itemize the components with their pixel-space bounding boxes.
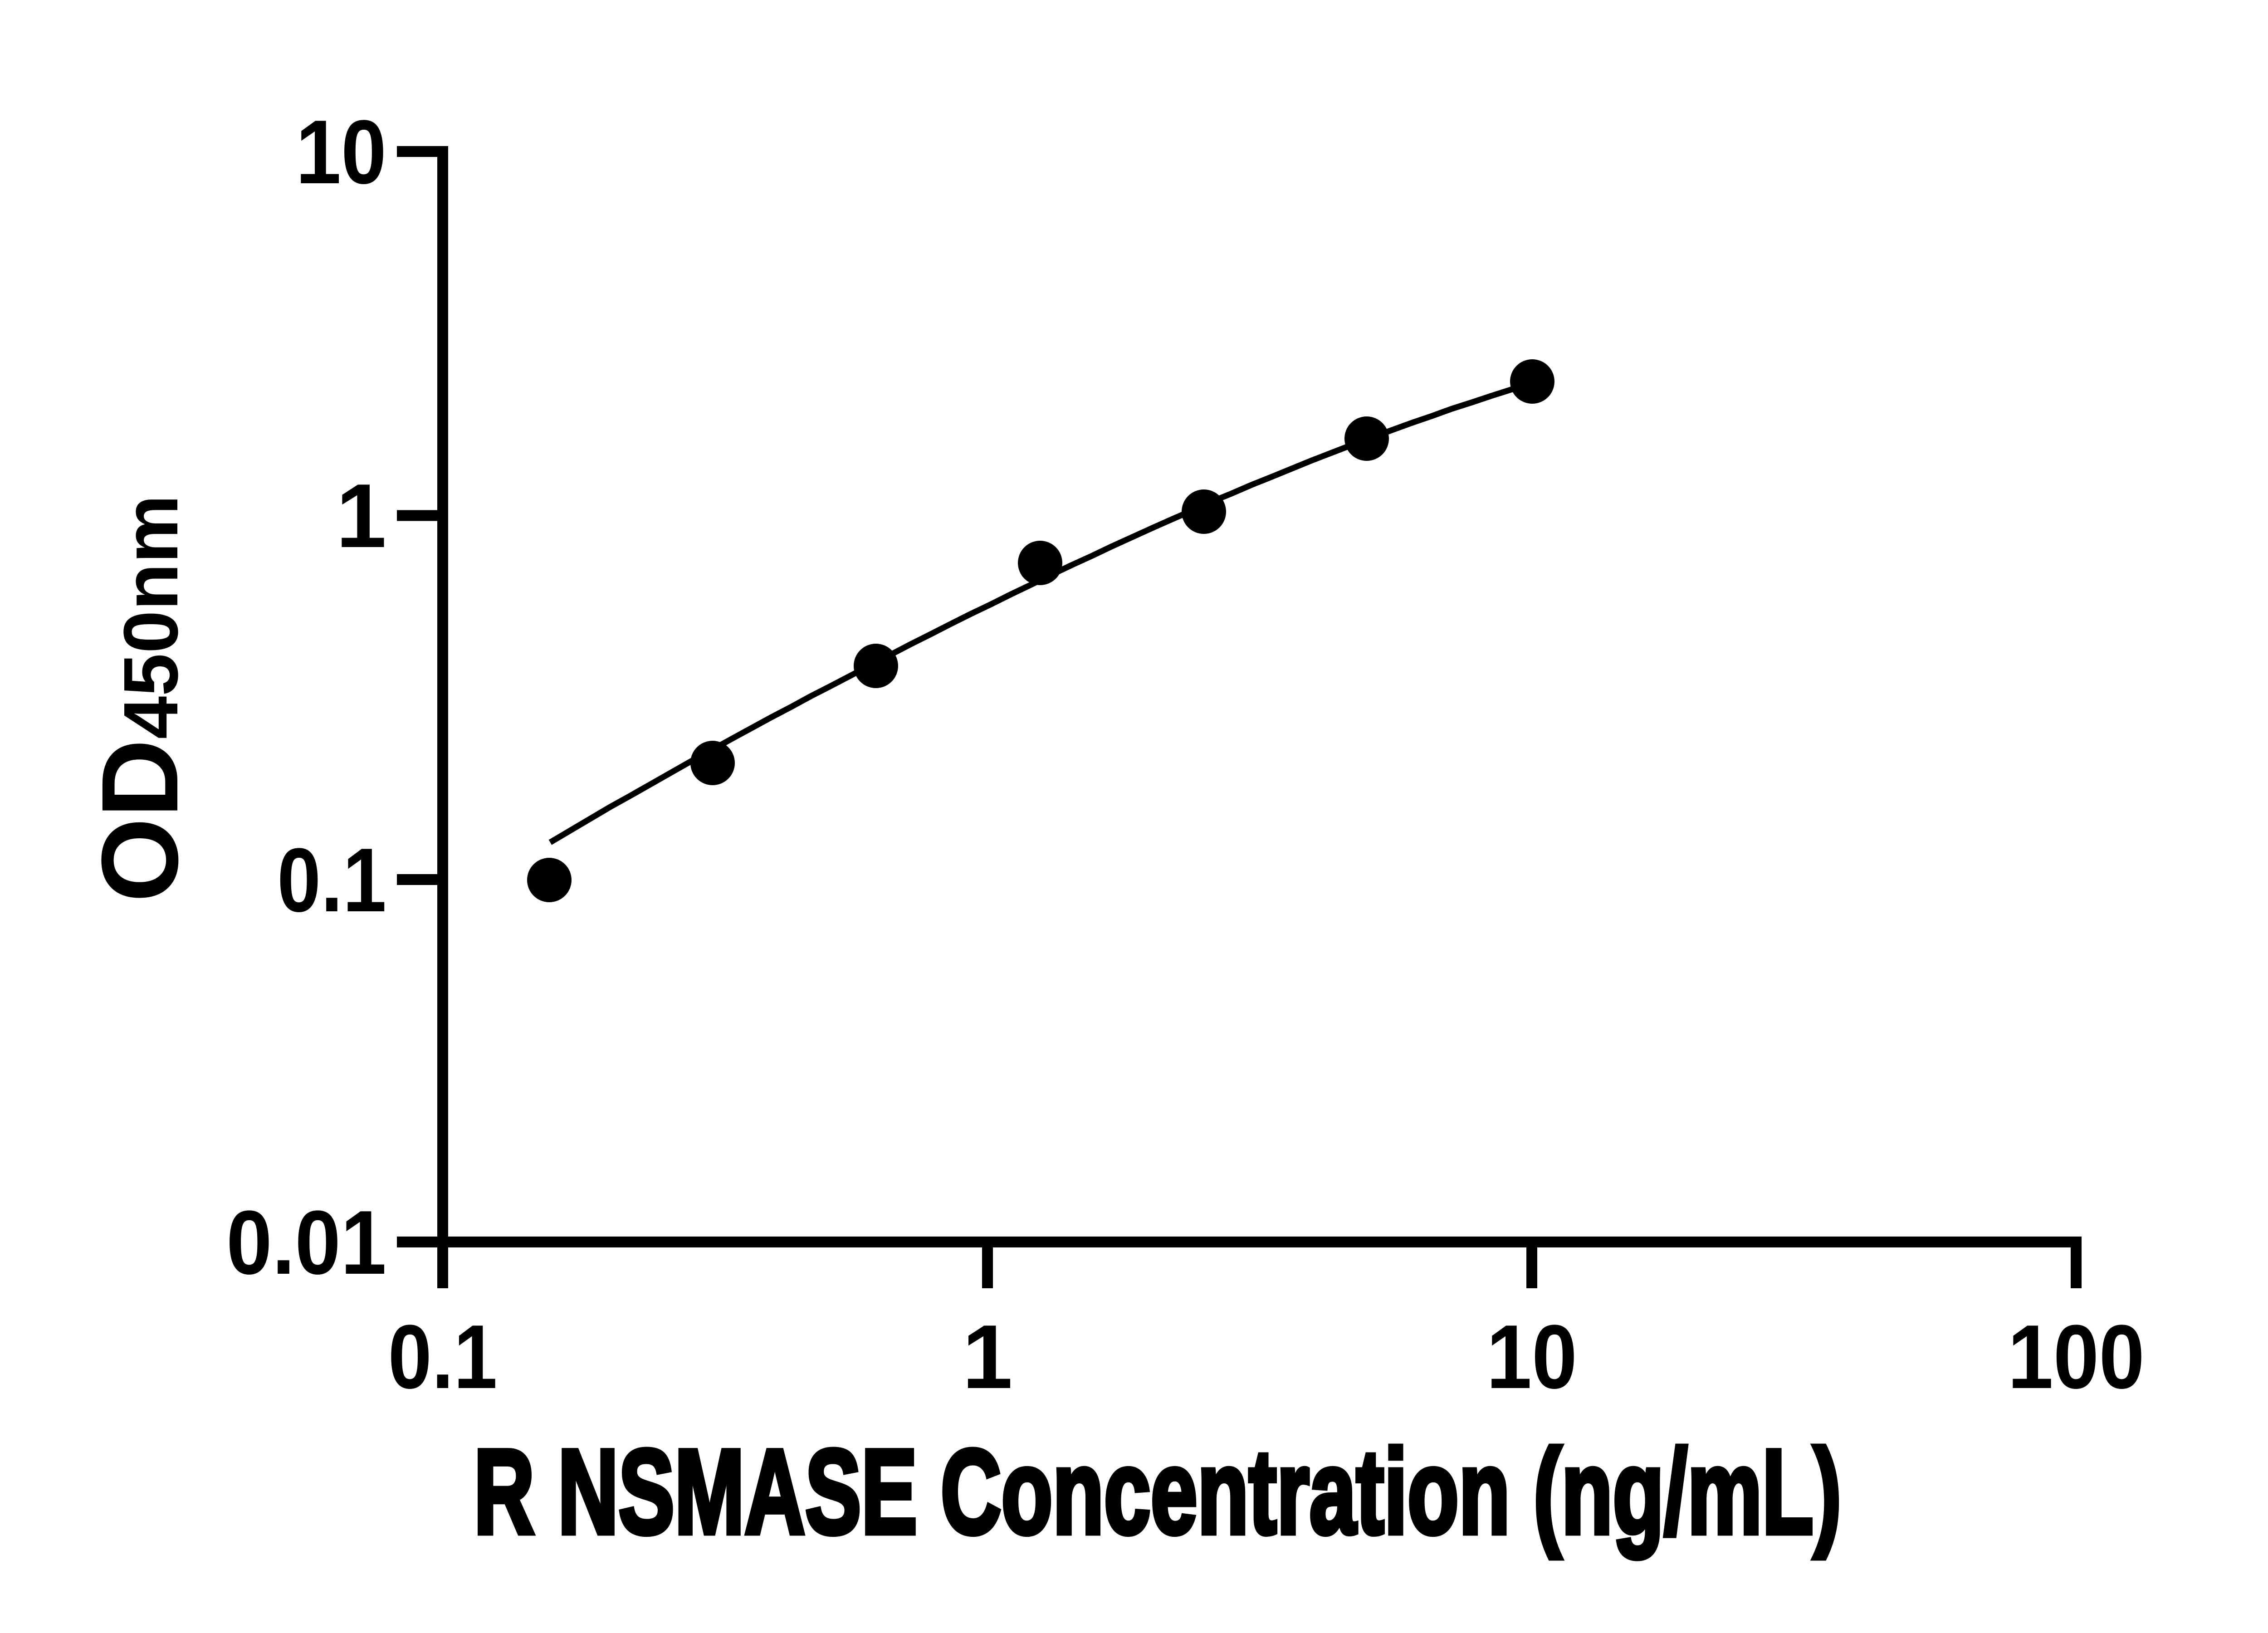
svg-text:0.01: 0.01	[226, 1192, 386, 1293]
svg-text:10: 10	[296, 102, 386, 203]
svg-text:R NSMASE Concentration (ng/mL): R NSMASE Concentration (ng/mL)	[474, 1425, 1842, 1560]
svg-text:0.1: 0.1	[277, 830, 386, 931]
svg-text:100: 100	[2008, 1306, 2145, 1408]
svg-text:1: 1	[962, 1306, 1012, 1408]
svg-text:0.1: 0.1	[388, 1306, 498, 1408]
svg-text:OD450nm: OD450nm	[79, 495, 200, 903]
svg-text:1: 1	[336, 465, 386, 567]
svg-text:10: 10	[1486, 1306, 1577, 1408]
